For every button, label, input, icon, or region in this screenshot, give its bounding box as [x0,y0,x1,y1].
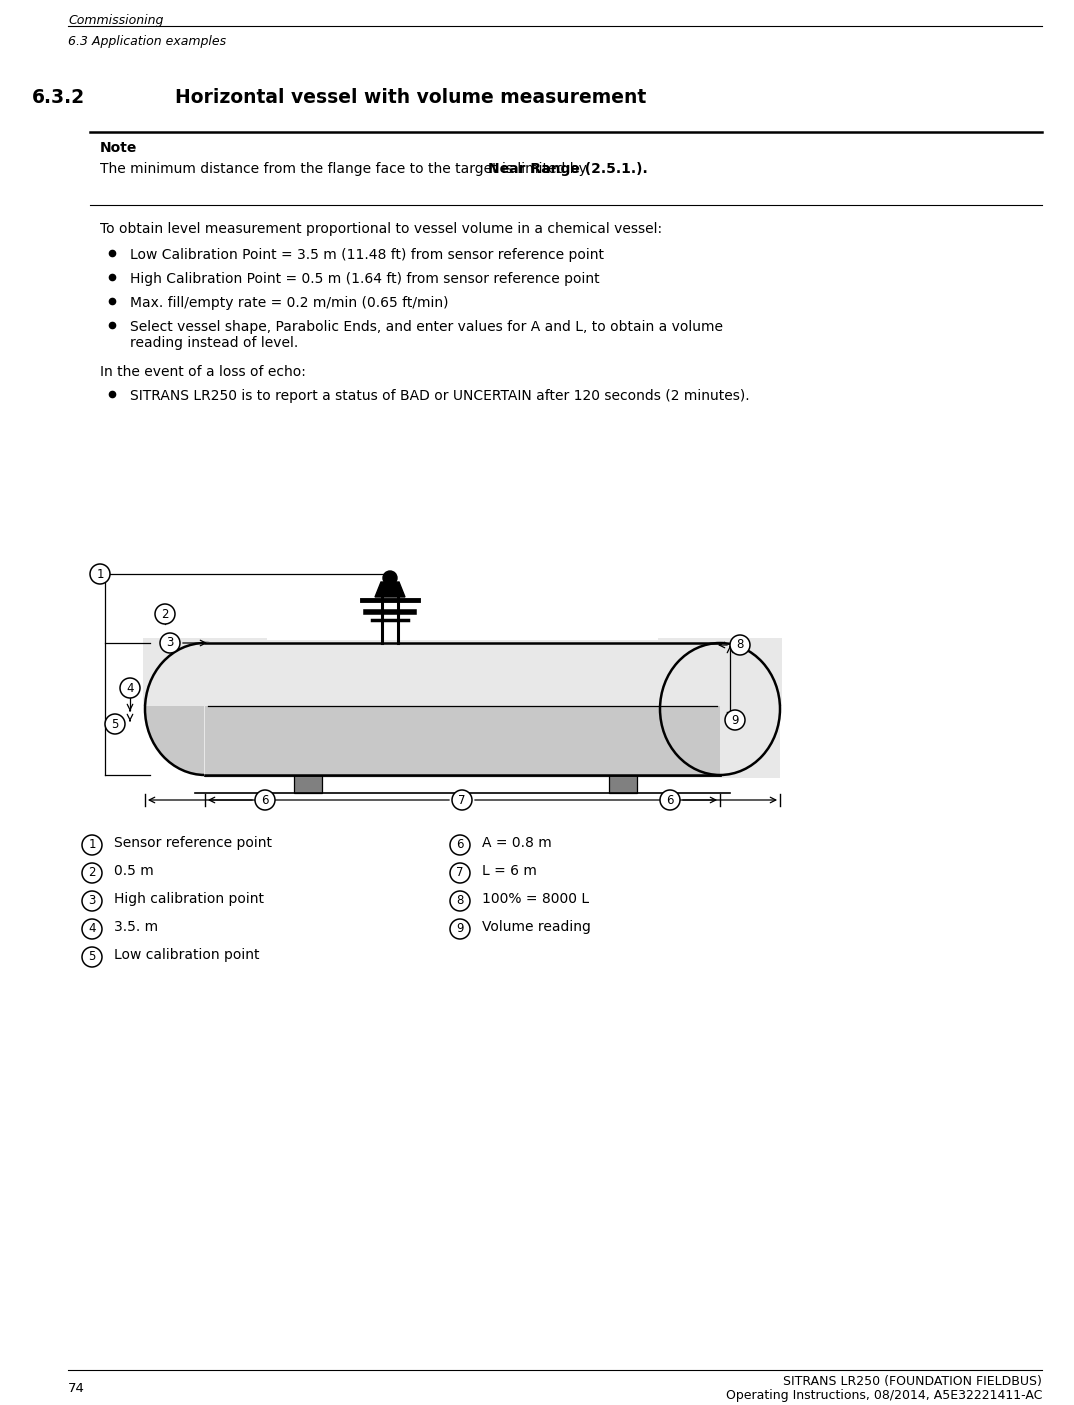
Text: 5: 5 [112,718,119,731]
Text: 6: 6 [261,794,268,806]
Text: 1: 1 [88,839,96,851]
Circle shape [450,863,470,882]
Polygon shape [143,638,267,705]
Text: 0.5 m: 0.5 m [114,864,154,878]
Text: Low calibration point: Low calibration point [114,948,260,962]
Circle shape [730,635,750,655]
Text: 100% = 8000 L: 100% = 8000 L [482,892,590,906]
Ellipse shape [661,643,780,776]
Text: Sensor reference point: Sensor reference point [114,836,272,850]
Circle shape [450,891,470,910]
Text: SITRANS LR250 (FOUNDATION FIELDBUS): SITRANS LR250 (FOUNDATION FIELDBUS) [783,1375,1042,1388]
Text: Commissioning: Commissioning [68,14,163,27]
Text: 6.3 Application examples: 6.3 Application examples [68,35,227,48]
Text: 3: 3 [88,895,96,908]
Text: SITRANS LR250 is to report a status of BAD or UNCERTAIN after 120 seconds (2 min: SITRANS LR250 is to report a status of B… [130,389,750,403]
Circle shape [120,679,140,698]
Ellipse shape [145,643,265,776]
Circle shape [82,919,102,939]
Text: Note: Note [100,140,137,155]
Text: Select vessel shape, Parabolic Ends, and enter values for A and L, to obtain a v: Select vessel shape, Parabolic Ends, and… [130,320,723,334]
Text: 6: 6 [456,839,464,851]
Circle shape [383,570,397,584]
Polygon shape [609,776,637,792]
Text: The minimum distance from the flange face to the target is limited by: The minimum distance from the flange fac… [100,162,592,176]
Polygon shape [205,705,720,776]
Polygon shape [375,582,405,597]
Text: 4: 4 [127,681,134,694]
Circle shape [725,710,745,731]
Text: 1: 1 [97,568,104,580]
Text: In the event of a loss of echo:: In the event of a loss of echo: [100,365,306,379]
Circle shape [155,604,175,624]
Circle shape [450,919,470,939]
Ellipse shape [661,643,780,776]
Text: A = 0.8 m: A = 0.8 m [482,836,552,850]
Text: 5: 5 [88,951,96,964]
Circle shape [82,835,102,856]
Text: 3: 3 [166,636,174,649]
Text: 9: 9 [731,714,739,726]
Circle shape [450,835,470,856]
Text: 8: 8 [737,638,743,652]
Text: Operating Instructions, 08/2014, A5E32221411-AC: Operating Instructions, 08/2014, A5E3222… [726,1390,1042,1402]
Ellipse shape [145,643,265,776]
Circle shape [452,790,471,811]
Text: 3.5. m: 3.5. m [114,920,158,934]
Circle shape [90,563,110,584]
Text: 8: 8 [456,895,464,908]
Text: 6: 6 [666,794,673,806]
Polygon shape [205,641,780,778]
Text: High Calibration Point = 0.5 m (1.64 ft) from sensor reference point: High Calibration Point = 0.5 m (1.64 ft)… [130,273,599,287]
Circle shape [105,714,125,733]
Text: L = 6 m: L = 6 m [482,864,537,878]
Circle shape [82,863,102,882]
Polygon shape [204,642,720,776]
Text: To obtain level measurement proportional to vessel volume in a chemical vessel:: To obtain level measurement proportional… [100,222,663,236]
Text: reading instead of level.: reading instead of level. [130,336,299,350]
Polygon shape [205,705,720,776]
Polygon shape [205,705,720,776]
Text: 6.3.2: 6.3.2 [32,89,85,107]
Polygon shape [205,643,720,776]
Text: 4: 4 [88,923,96,936]
Text: Low Calibration Point = 3.5 m (11.48 ft) from sensor reference point: Low Calibration Point = 3.5 m (11.48 ft)… [130,249,604,261]
Text: 9: 9 [456,923,464,936]
Text: 7: 7 [456,867,464,880]
Text: 2: 2 [161,607,169,621]
Text: 2: 2 [88,867,96,880]
Circle shape [661,790,680,811]
Polygon shape [658,638,782,705]
Text: Horizontal vessel with volume measurement: Horizontal vessel with volume measuremen… [175,89,647,107]
Text: Near Range (2.5.1.).: Near Range (2.5.1.). [489,162,649,176]
Polygon shape [294,776,322,792]
Circle shape [255,790,275,811]
Text: Volume reading: Volume reading [482,920,591,934]
Text: 74: 74 [68,1383,85,1395]
Circle shape [160,634,180,653]
Text: High calibration point: High calibration point [114,892,264,906]
Text: Max. fill/empty rate = 0.2 m/min (0.65 ft/min): Max. fill/empty rate = 0.2 m/min (0.65 f… [130,296,449,311]
Circle shape [82,891,102,910]
Circle shape [82,947,102,967]
Text: 7: 7 [459,794,466,806]
Polygon shape [205,643,720,776]
